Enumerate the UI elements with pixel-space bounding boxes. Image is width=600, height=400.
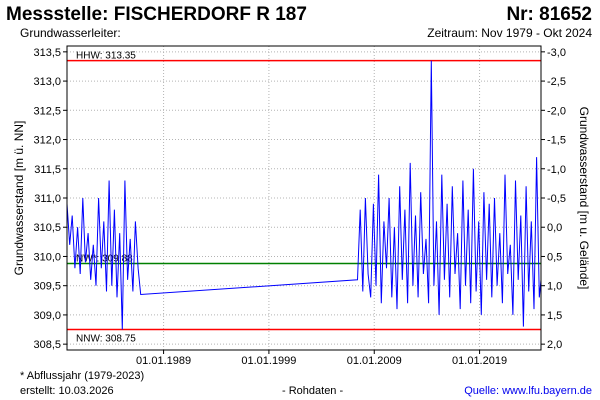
x-tick-label: 01.01.1989 (136, 355, 191, 367)
y-tick-label-right: 1,5 (547, 310, 562, 322)
y-tick-label-left: 309,5 (33, 281, 61, 293)
y-tick-label-left: 313,5 (33, 47, 61, 59)
y-tick-label-left: 312,0 (33, 135, 61, 147)
reference-lines: HHW: 313.35 NW*: 309.88 NNW: 308.75 (67, 51, 541, 345)
station-number: Nr: 81652 (506, 4, 592, 25)
reference-label-hhw: HHW: 313.35 (76, 51, 136, 62)
y-tick-label-left: 308,5 (33, 339, 61, 351)
axes: 313,5 313,0 312,5 312,0 311,5 311,0 310,5 310,0… (33, 47, 566, 367)
x-tick-label: 01.01.2019 (452, 355, 507, 367)
x-tick-label: 01.01.2009 (347, 355, 402, 367)
y-tick-label-right: -1,5 (547, 135, 566, 147)
y-tick-label-left: 313,0 (33, 76, 61, 88)
y-tick-label-right: -1,0 (547, 164, 566, 176)
y-axis-label-right: Grundwasserstand [m u. Gelände] (577, 107, 591, 290)
footnote: * Abflussjahr (1979-2023) (20, 370, 145, 382)
y-tick-label-right: 0,5 (547, 251, 562, 263)
y-tick-label-left: 311,0 (34, 193, 61, 205)
y-tick-label-left: 311,5 (34, 164, 61, 176)
data-mode: - Rohdaten - (282, 385, 344, 397)
y-tick-label-right: -2,0 (547, 105, 566, 117)
y-tick-label-left: 312,5 (33, 105, 61, 117)
y-tick-label-right: -3,0 (547, 47, 566, 59)
source-link[interactable]: Quelle: www.lfu.bayern.de (464, 385, 592, 397)
groundwater-series-line (66, 60, 542, 330)
y-tick-label-left: 310,0 (33, 251, 61, 263)
reference-label-nnw: NNW: 308.75 (76, 334, 136, 345)
y-axis-label-left: Grundwasserstand [m ü. NN] (12, 121, 26, 276)
created-date: erstellt: 10.03.2026 (20, 385, 114, 397)
grid (67, 46, 541, 350)
y-tick-label-left: 309,0 (33, 310, 61, 322)
period-label: Zeitraum: Nov 1979 - Okt 2024 (427, 26, 592, 40)
series-layer (66, 60, 542, 330)
x-tick-label: 01.01.1999 (241, 355, 296, 367)
y-tick-label-right: 1,0 (547, 281, 562, 293)
reference-label-nw: NW*: 309.88 (76, 253, 133, 264)
y-tick-label-right: -2,5 (547, 76, 566, 88)
y-tick-label-right: -0,5 (547, 193, 566, 205)
y-tick-label-right: 0,0 (547, 222, 562, 234)
y-tick-label-left: 310,5 (33, 222, 61, 234)
aquifer-label: Grundwasserleiter: (20, 26, 121, 40)
y-tick-label-right: 2,0 (547, 339, 562, 351)
station-title: Messstelle: FISCHERDORF R 187 (6, 4, 307, 25)
